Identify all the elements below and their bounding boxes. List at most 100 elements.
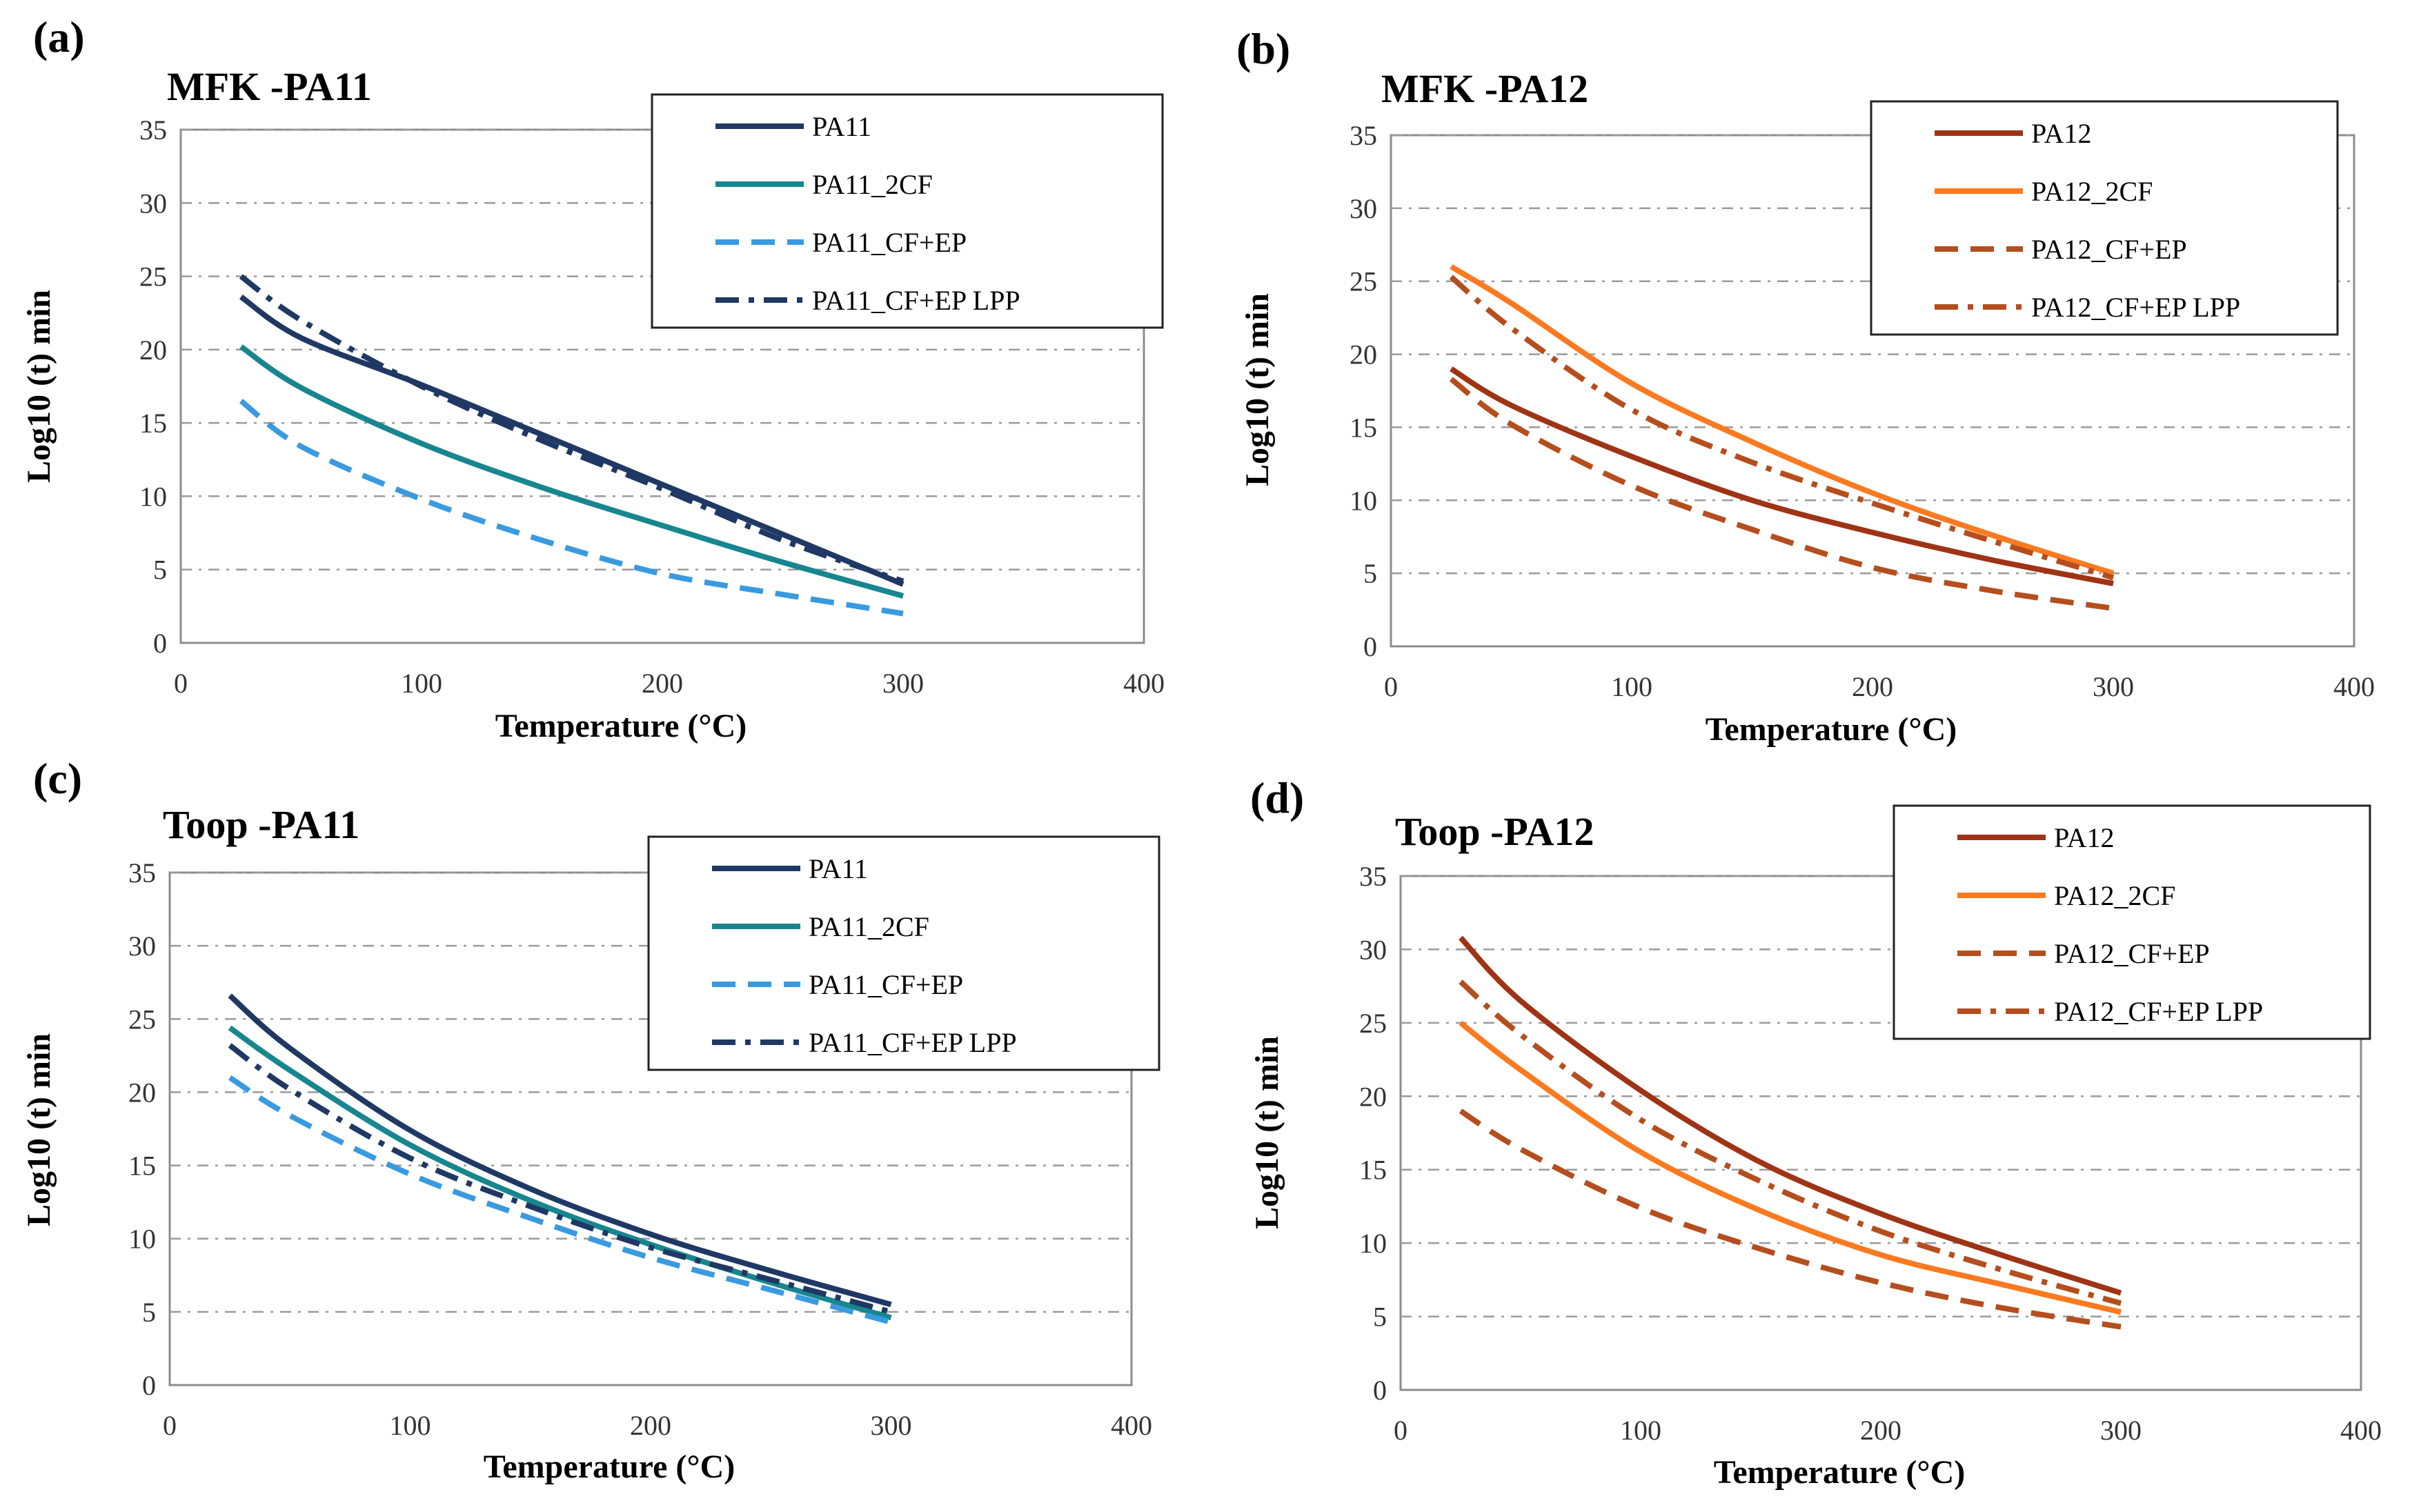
y-tick-label: 20 bbox=[1350, 339, 1377, 370]
y-tick-label: 0 bbox=[1363, 631, 1377, 662]
x-tick-label: 100 bbox=[390, 1410, 431, 1441]
y-tick-label: 10 bbox=[128, 1224, 156, 1255]
y-tick-label: 30 bbox=[1359, 934, 1387, 965]
legend: PA11 PA11_2CF PA11_CF+EP PA11_CF+EP LPP bbox=[651, 93, 1164, 329]
y-tick-label: 5 bbox=[1373, 1302, 1387, 1333]
legend-label: PA11_CF+EP bbox=[809, 969, 963, 1000]
series-line bbox=[239, 295, 905, 587]
y-tick-label: 0 bbox=[142, 1370, 156, 1401]
x-tick-label: 300 bbox=[2093, 671, 2134, 702]
legend-label: PA11_CF+EP bbox=[812, 227, 967, 258]
y-axis-title: Log10 (t) min bbox=[21, 290, 57, 483]
legend-label: PA12_2CF bbox=[2031, 176, 2153, 207]
y-tick-label: 0 bbox=[153, 628, 167, 659]
x-tick-label: 400 bbox=[2340, 1415, 2382, 1446]
legend-label: PA12_CF+EP bbox=[2054, 938, 2210, 969]
panel-label: (a) bbox=[33, 12, 85, 61]
x-axis-title: Temperature (°C) bbox=[484, 1449, 735, 1485]
legend-label: PA12 bbox=[2031, 118, 2091, 149]
x-tick-label: 300 bbox=[871, 1410, 912, 1441]
y-tick-label: 30 bbox=[128, 931, 156, 962]
panel-label: (b) bbox=[1236, 24, 1290, 73]
legend: PA12 PA12_2CF PA12_CF+EP PA12_CF+EP LPP bbox=[1893, 804, 2371, 1040]
series-line bbox=[1449, 275, 2115, 581]
x-axis-title: Temperature (°C) bbox=[495, 708, 747, 744]
legend-label: PA11 bbox=[809, 853, 868, 884]
x-tick-label: 0 bbox=[1394, 1415, 1407, 1446]
legend-label: PA12_2CF bbox=[2054, 880, 2175, 911]
chart-title: Toop -PA11 bbox=[163, 802, 359, 847]
y-tick-label: 0 bbox=[1373, 1375, 1387, 1406]
legend-label: PA11_CF+EP LPP bbox=[809, 1027, 1017, 1058]
chart-title: Toop -PA12 bbox=[1395, 809, 1594, 854]
chart-title: MFK -PA12 bbox=[1381, 66, 1588, 111]
x-tick-label: 400 bbox=[1123, 668, 1165, 699]
y-tick-label: 5 bbox=[142, 1297, 156, 1328]
legend: PA12 PA12_2CF PA12_CF+EP PA12_CF+EP LPP bbox=[1870, 100, 2339, 336]
series-line bbox=[1459, 935, 2122, 1296]
y-tick-label: 25 bbox=[1350, 266, 1377, 297]
y-tick-label: 35 bbox=[139, 115, 167, 146]
x-tick-label: 100 bbox=[401, 668, 442, 699]
y-tick-label: 15 bbox=[1350, 412, 1377, 443]
y-axis-title: Log10 (t) min bbox=[1239, 293, 1276, 486]
y-axis-title: Log10 (t) min bbox=[1249, 1036, 1285, 1229]
series-line bbox=[228, 993, 892, 1308]
legend-label: PA11_CF+EP LPP bbox=[812, 285, 1020, 316]
y-tick-label: 20 bbox=[139, 335, 167, 366]
legend-box bbox=[1870, 100, 2339, 336]
x-tick-label: 100 bbox=[1620, 1415, 1661, 1446]
chart-panel-3: (c) Toop -PA11 0 5 10 15 20 25 30 35 0 100 200 300 400… bbox=[21, 754, 1160, 1485]
x-tick-label: 200 bbox=[642, 668, 683, 699]
x-tick-label: 400 bbox=[1111, 1410, 1152, 1441]
y-tick-label: 25 bbox=[1359, 1008, 1387, 1039]
legend-box bbox=[651, 93, 1164, 329]
x-tick-label: 0 bbox=[174, 668, 188, 699]
y-tick-label: 35 bbox=[128, 857, 156, 888]
y-tick-label: 15 bbox=[1359, 1155, 1387, 1186]
y-tick-label: 15 bbox=[128, 1151, 156, 1182]
x-tick-label: 200 bbox=[1860, 1415, 1901, 1446]
x-tick-label: 0 bbox=[163, 1410, 177, 1441]
legend-label: PA12_CF+EP LPP bbox=[2031, 292, 2240, 323]
legend-label: PA11_2CF bbox=[809, 911, 929, 942]
y-tick-label: 10 bbox=[1350, 485, 1377, 516]
x-tick-label: 400 bbox=[2333, 671, 2375, 702]
legend: PA11 PA11_2CF PA11_CF+EP PA11_CF+EP LPP bbox=[647, 835, 1160, 1071]
chart-panel-4: (d) Toop -PA12 0 5 10 15 20 25 30 35 0 100 200 300 400… bbox=[1249, 773, 2382, 1491]
y-tick-label: 30 bbox=[139, 188, 167, 219]
x-axis-title: Temperature (°C) bbox=[1706, 711, 1957, 748]
x-axis-title: Temperature (°C) bbox=[1714, 1454, 1965, 1491]
chart-panel-1: (a) MFK -PA11 0 5 10 15 20 25 30 35 0 100 200 300 400 T… bbox=[21, 12, 1165, 744]
legend-label: PA12_CF+EP bbox=[2031, 234, 2187, 265]
y-tick-label: 5 bbox=[153, 555, 167, 586]
legend-label: PA12_CF+EP LPP bbox=[2054, 996, 2263, 1027]
chart-title: MFK -PA11 bbox=[167, 64, 372, 109]
y-tick-label: 10 bbox=[139, 481, 167, 512]
y-tick-label: 15 bbox=[139, 408, 167, 439]
y-tick-label: 20 bbox=[128, 1077, 156, 1108]
x-tick-label: 200 bbox=[1852, 671, 1893, 702]
y-tick-label: 25 bbox=[139, 261, 167, 292]
y-tick-label: 30 bbox=[1350, 193, 1377, 224]
y-tick-label: 5 bbox=[1363, 558, 1377, 589]
series-line bbox=[239, 274, 905, 584]
y-tick-label: 20 bbox=[1359, 1081, 1387, 1112]
legend-box bbox=[1893, 804, 2371, 1040]
x-tick-label: 200 bbox=[630, 1410, 671, 1441]
legend-label: PA11 bbox=[812, 111, 871, 142]
legend-box bbox=[647, 835, 1160, 1071]
series-line bbox=[1449, 377, 2114, 611]
panel-label: (c) bbox=[33, 754, 82, 803]
series-line bbox=[228, 1043, 892, 1315]
series-line bbox=[228, 1025, 892, 1321]
series-line bbox=[1450, 366, 2114, 586]
y-axis-title: Log10 (t) min bbox=[21, 1033, 57, 1226]
x-tick-label: 100 bbox=[1611, 671, 1652, 702]
series-line bbox=[1450, 264, 2115, 576]
y-tick-label: 35 bbox=[1359, 861, 1387, 892]
series-line bbox=[228, 1075, 892, 1325]
panel-label: (d) bbox=[1250, 773, 1304, 822]
series-line bbox=[239, 344, 905, 599]
legend-label: PA11_2CF bbox=[812, 169, 933, 200]
